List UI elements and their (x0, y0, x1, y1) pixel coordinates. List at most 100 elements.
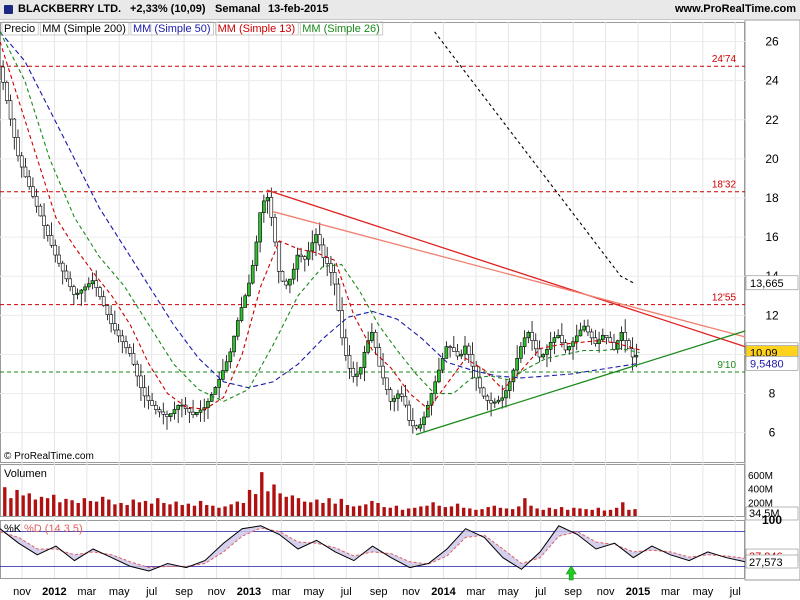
x-tick-label: sep (564, 586, 582, 598)
volume-bar (443, 507, 448, 516)
candle-body (113, 323, 117, 331)
x-tick-label: sep (175, 586, 193, 598)
candle-body (429, 393, 434, 406)
candle-body (276, 241, 281, 272)
candle-body (358, 367, 363, 375)
volume-bar (143, 500, 148, 516)
level-label: 9'10 (717, 360, 736, 371)
volume-bar (21, 495, 25, 516)
volume-bar (345, 505, 350, 516)
candle-body (31, 186, 35, 197)
candle-body (8, 100, 13, 120)
x-tick-label: 2014 (431, 586, 456, 598)
stock-chart[interactable]: 24'74 18'32 12'55 9'10 © ProRealTime.com Vol… (0, 20, 800, 600)
chart-header: BLACKBERRY LTD. +2,33% (10,09) Semanal 1… (0, 0, 800, 20)
candle-body (124, 341, 128, 348)
axes: nov 2012 mar may jul sep nov 2013 mar may jul sep no… (13, 35, 799, 598)
value-tag-box (745, 275, 799, 291)
volume-bar (33, 499, 38, 516)
volume-bar (566, 509, 570, 516)
trendline (273, 211, 746, 338)
candle-body (146, 395, 151, 401)
candle-body (533, 340, 538, 350)
volume-bar (3, 487, 7, 516)
candle-body (530, 332, 534, 341)
timeframe[interactable]: Semanal (215, 3, 261, 15)
candle-body (425, 404, 430, 418)
candle-body (291, 268, 296, 280)
volume-tick-label: 400M (748, 485, 773, 496)
candle-body (522, 337, 527, 347)
candle-body (53, 244, 58, 256)
volume-bar (180, 505, 184, 516)
candle-body (552, 337, 557, 343)
volume-bar (535, 508, 539, 516)
volume-bar (162, 502, 166, 516)
y-tick-label: 20 (765, 152, 779, 166)
candle-body (493, 401, 497, 404)
candle-body (60, 262, 65, 272)
candle-body (317, 234, 322, 246)
x-tick-label: nov (13, 586, 31, 598)
volume-bar (101, 496, 105, 516)
volume-bar (333, 503, 337, 516)
volume-bar (388, 507, 392, 516)
volume-bar (52, 494, 56, 516)
volume-bar (339, 498, 344, 516)
sma-50-line (0, 31, 640, 389)
volume-bar (9, 498, 13, 516)
volume-bar (547, 507, 552, 516)
volume-bar (70, 500, 74, 516)
candle-body (634, 355, 639, 358)
candle-body (396, 393, 400, 399)
candle-body (75, 292, 80, 295)
volume-bar (156, 498, 160, 516)
y-tick-label: 18 (765, 191, 779, 205)
legend-item: MM (Simple 200) (42, 23, 126, 35)
volume-bar (229, 504, 233, 516)
candle-body (46, 225, 50, 236)
legend: Precio MM (Simple 200) MM (Simple 50) MM (S… (1, 21, 384, 36)
candle-body (42, 215, 46, 227)
candle-body (310, 242, 315, 252)
candle-body (563, 342, 568, 351)
candle-body (191, 411, 195, 415)
volume-bar (468, 508, 472, 516)
stoch-tick-label: 100 (762, 513, 782, 527)
candle-body (586, 325, 590, 333)
candle-body (589, 331, 594, 339)
candle-body (19, 155, 24, 168)
candle-body (519, 346, 523, 359)
candle-body (235, 320, 240, 337)
chart-date: 13-feb-2015 (268, 3, 329, 15)
candle-body (232, 335, 236, 353)
candle-body (448, 346, 452, 348)
candle-body (504, 390, 508, 399)
candle-body (463, 345, 467, 355)
candle-body (176, 405, 180, 410)
sma-26-line (0, 31, 640, 403)
candle-body (120, 335, 125, 343)
candle-body (414, 425, 419, 429)
candle-body (418, 424, 423, 429)
candle-body (209, 394, 214, 402)
volume-bar (608, 509, 613, 516)
candle-body (16, 137, 20, 157)
y-tick-label: 24 (765, 74, 779, 88)
candle-body (265, 197, 270, 202)
level-label: 18'32 (712, 180, 737, 191)
candle-body (496, 399, 501, 403)
chart-menu-icon[interactable] (4, 5, 13, 14)
volume-bar (64, 498, 68, 516)
candle-body (172, 409, 177, 414)
volume-tick-label: 600M (748, 471, 773, 482)
volume-bar (400, 509, 405, 516)
volume-bar (284, 496, 288, 516)
candle-body (116, 329, 121, 337)
volume-bar (394, 505, 399, 516)
site-link[interactable]: www.ProRealTime.com (674, 3, 796, 15)
candle-body (254, 241, 259, 266)
candle-body (303, 256, 307, 260)
candle-body (399, 393, 404, 397)
candle-body (168, 413, 173, 417)
